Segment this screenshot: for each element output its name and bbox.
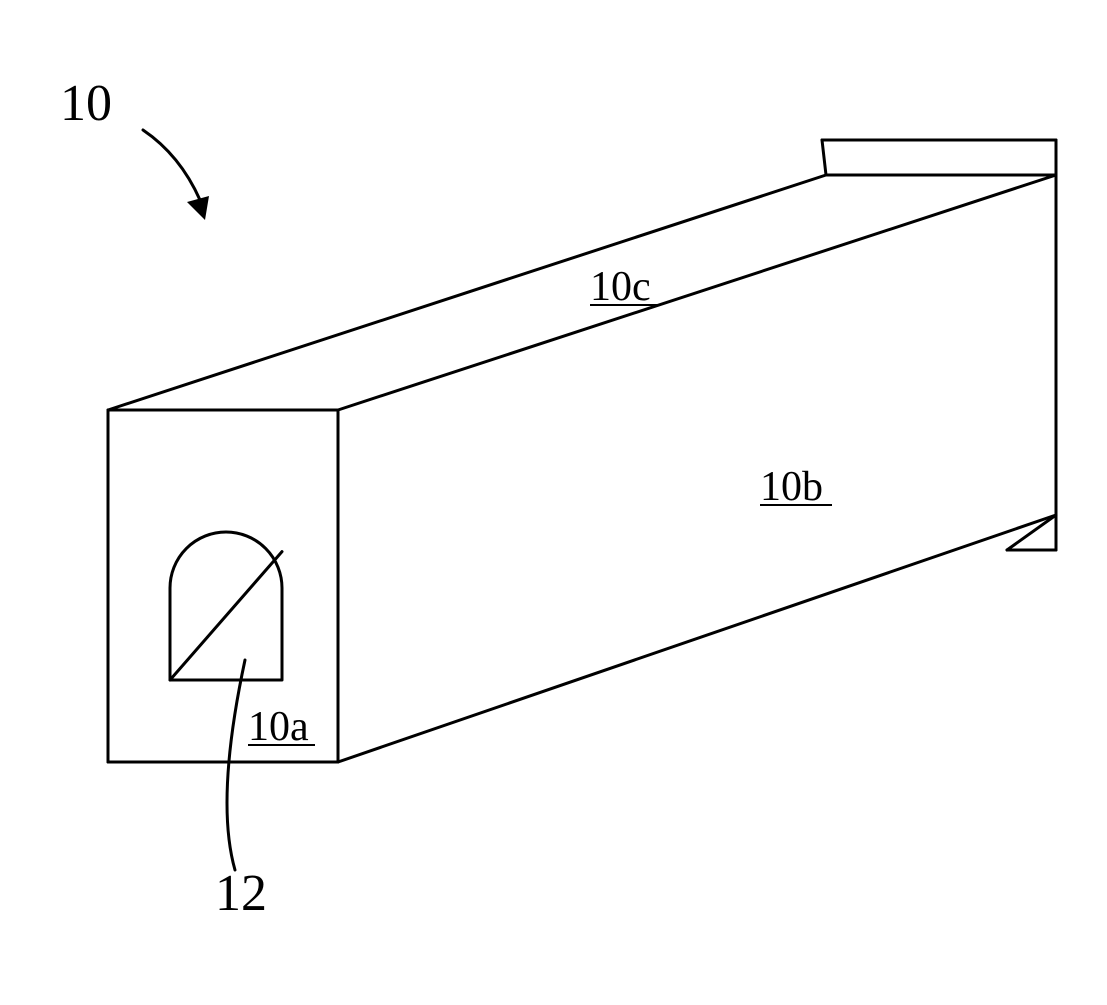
label-face_b: 10b	[760, 464, 823, 510]
label-face_c: 10c	[590, 264, 651, 310]
label-face_a: 10a	[248, 704, 309, 750]
label-main: 10	[60, 75, 112, 132]
label-hole: 12	[215, 865, 267, 922]
patent-figure: 10 10a 10b 10c 12	[0, 0, 1107, 1005]
